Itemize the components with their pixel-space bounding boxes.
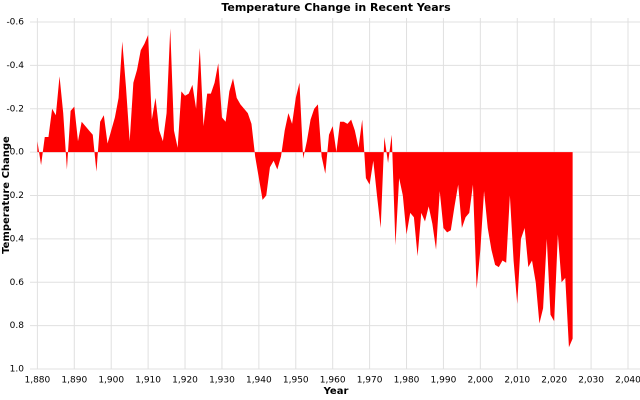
y-tick-label: 0.4 [10,234,25,244]
y-axis-title: Temperature Change [1,136,12,254]
x-tick-label: 1,960 [320,376,346,386]
x-tick-label: 1,920 [172,376,198,386]
chart-title: Temperature Change in Recent Years [221,1,451,14]
y-tick-label: 0.6 [10,278,25,288]
y-tick-label: -0.2 [6,104,24,114]
x-tick-label: 2,010 [504,376,530,386]
x-tick-label: 2,030 [578,376,604,386]
x-tick-label: 2,040 [615,376,640,386]
y-tick-label: 0.0 [10,148,25,158]
x-axis-title: Year [323,386,349,397]
x-tick-label: 1,940 [246,376,272,386]
y-tick-label: 0.8 [10,321,25,331]
x-tick-label: 2,000 [467,376,493,386]
x-tick-label: 2,020 [541,376,567,386]
x-tick-label: 1,950 [283,376,309,386]
y-tick-label: -0.4 [6,61,24,71]
x-tick-label: 1,980 [394,376,420,386]
x-tick-label: 1,880 [24,376,50,386]
x-tick-label: 1,970 [357,376,383,386]
x-tick-label: 1,890 [61,376,87,386]
y-tick-label: 0.2 [10,191,24,201]
y-tick-label: -0.6 [6,18,24,28]
y-tick-label: 1.0 [10,365,25,375]
x-tick-label: 1,990 [431,376,457,386]
x-tick-label: 1,900 [98,376,124,386]
x-tick-label: 1,910 [135,376,161,386]
area [37,28,573,348]
x-tick-label: 1,930 [209,376,235,386]
